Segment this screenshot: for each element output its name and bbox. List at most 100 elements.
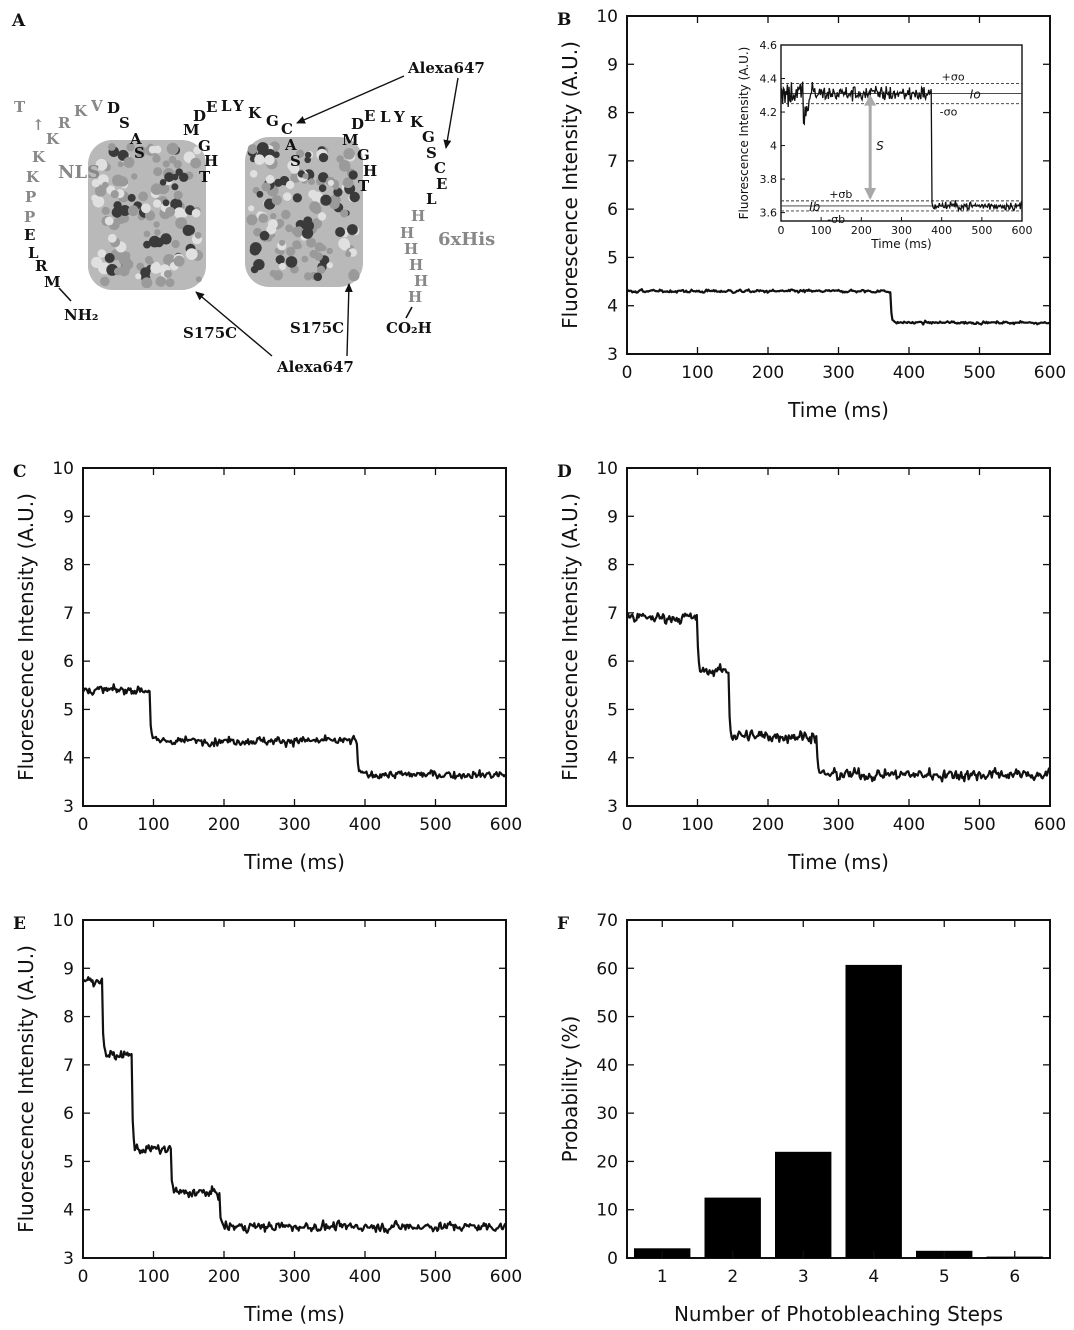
svg-text:H: H [409,256,423,274]
y-tick-label: 7 [63,604,74,624]
protein-atom [131,173,138,180]
svg-text:H: H [404,240,418,258]
intensity-trace-b [626,288,1051,326]
svg-text:K: K [32,148,46,166]
y-tick-label: 3 [607,797,618,817]
protein-atom [329,198,340,210]
alexa647-top-label: Alexa647 [407,59,485,77]
y-tick-label: 7 [63,1056,74,1076]
protein-atom [171,239,180,249]
svg-text:H: H [408,288,422,306]
protein-structure-left [88,140,206,290]
protein-atom [314,242,325,252]
svg-text:M: M [44,273,61,291]
protein-atom [305,151,312,159]
svg-text:K: K [248,104,262,122]
protein-atom [190,157,202,169]
y-tick-label: 3 [63,797,74,817]
protein-atom [247,144,258,155]
svg-text:H: H [414,272,428,290]
panel-letter-c: C [13,462,27,482]
protein-atom [195,276,202,283]
x-tick-label: 0 [622,815,633,835]
y-tick-label: 7 [607,604,618,624]
svg-text:D: D [193,107,206,125]
svg-text:S: S [134,144,145,162]
protein-atom [314,252,323,261]
y-tick-label: 10 [52,459,74,479]
inset-step-size-arrowhead [864,94,877,106]
protein-atom [338,237,350,250]
bar-2 [704,1197,761,1258]
x-tick-label: 300 [278,1267,310,1287]
nls-label: NLS [58,162,100,183]
svg-text:↑: ↑ [32,116,45,134]
x-tick-label: 0 [622,363,633,383]
x-tick-label: 2 [727,1267,738,1287]
protein-atom [119,205,131,216]
s175c-right-label: S175C [290,319,344,337]
inset-x-tick-label: 100 [811,224,832,237]
svg-text:C: C [281,120,293,138]
svg-text:Y: Y [232,97,244,115]
y-tick-label: 50 [596,1008,618,1028]
protein-atom [317,212,327,221]
protein-atom [165,206,176,217]
protein-atom [101,206,110,215]
protein-atom [175,217,188,230]
panel-letter-a: A [11,11,26,31]
x-tick-label: 5 [939,1267,950,1287]
protein-atom [256,190,264,198]
x-tick-label: 400 [893,815,925,835]
inset-x-tick-label: 300 [891,224,912,237]
protein-atom [165,278,175,288]
protein-atom [119,213,130,223]
inset-plus-sigma-b-label: +σb [829,188,852,201]
x-axis-label-e: Time (ms) [243,1302,345,1326]
inset-minus-sigma-o-label: -σo [940,106,958,119]
chart-panel-f: F 0 10 20 30 40 50 60 70 Number of Photobleaching… [557,911,1051,1326]
svg-text:S: S [119,114,130,132]
x-tick-label: 200 [208,1267,240,1287]
x-tick-label: 400 [893,363,925,383]
svg-text:P: P [25,188,36,206]
x-tick-label: 0 [78,1267,89,1287]
protein-atom [162,160,170,168]
x-tick-label: 400 [349,1267,381,1287]
protein-atom [338,160,351,172]
protein-atom [342,177,354,189]
protein-atom [349,268,359,278]
svg-text:Y: Y [393,108,405,126]
protein-atom [347,224,358,235]
svg-text:H: H [363,162,377,180]
panel-letter-e: E [13,914,26,934]
y-tick-label: 9 [607,507,618,527]
protein-atom [266,224,277,235]
protein-atom [173,255,185,267]
co2h-terminus-label: CO₂H [386,319,432,337]
y-tick-label: 5 [63,700,74,720]
protein-atom [333,187,343,197]
y-tick-label: 3 [63,1249,74,1269]
protein-atom [164,172,175,183]
protein-atom [193,146,202,155]
y-axis-label-c: Fluorescence Intensity (A.U.) [14,493,38,781]
svg-text:P: P [24,208,35,226]
protein-atom [164,236,172,244]
panel-a-schematic: A T ↑ K R K V D S A S K K P P E L [11,11,495,376]
protein-atom [278,262,287,271]
plot-frame-d [626,467,1051,807]
y-tick-label: 10 [596,1201,618,1221]
protein-atom [104,253,115,263]
protein-atom [279,239,286,246]
protein-atom [293,228,303,238]
protein-atom [138,191,149,202]
y-tick-label: 8 [63,1008,74,1028]
y-tick-label: 4 [607,297,618,317]
svg-text:G: G [422,128,435,146]
